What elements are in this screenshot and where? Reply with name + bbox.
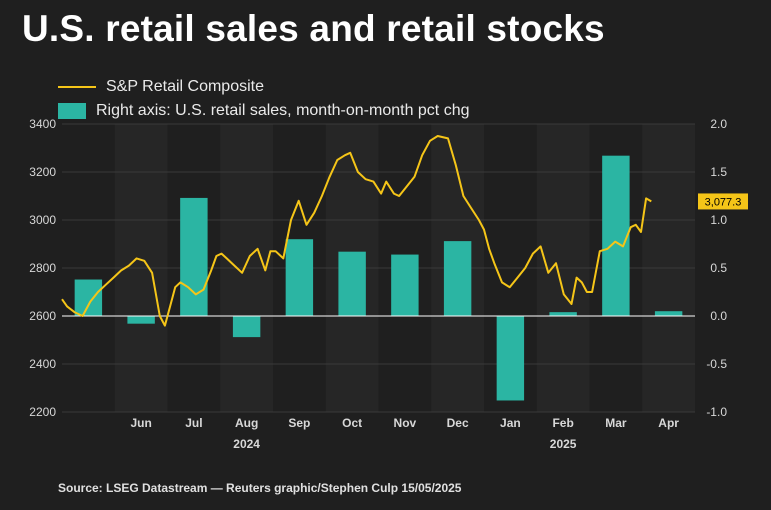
latest-value-label: 3,077.3 — [705, 196, 742, 208]
bar-oct — [338, 251, 366, 316]
x-tick-label: Aug — [235, 416, 258, 430]
bar-nov — [391, 254, 419, 316]
right-tick-label: 1.0 — [710, 213, 727, 227]
x-tick-label: Feb — [552, 416, 573, 430]
right-tick-label: 0.0 — [710, 309, 727, 323]
bar-feb — [549, 312, 577, 316]
right-tick-label: 0.5 — [710, 261, 727, 275]
right-tick-label: -1.0 — [706, 405, 727, 419]
x-tick-label: Jun — [130, 416, 151, 430]
x-tick-label: Jul — [185, 416, 202, 430]
legend-line-label: S&P Retail Composite — [106, 78, 264, 95]
right-tick-label: 1.5 — [710, 165, 727, 179]
legend: S&P Retail Composite Right axis: U.S. re… — [58, 76, 470, 122]
year-label: 2025 — [550, 437, 577, 451]
x-tick-label: Dec — [447, 416, 469, 430]
right-axis: -1.0 -0.5 0.0 0.5 1.0 1.5 2.0 — [706, 117, 727, 419]
chart-title: U.S. retail sales and retail stocks — [22, 8, 605, 49]
x-tick-label: Sep — [288, 416, 310, 430]
right-tick-label: -0.5 — [706, 357, 727, 371]
bar-dec — [443, 241, 472, 316]
source-note: Source: LSEG Datastream — Reuters graphi… — [58, 481, 462, 495]
latest-value-box — [698, 193, 748, 210]
left-axis: 2200 2400 2600 2800 3000 3200 3400 — [29, 117, 56, 419]
bar-aug — [232, 316, 261, 338]
bar-series — [74, 155, 683, 401]
right-tick-label: 2.0 — [710, 117, 727, 131]
bar-mar — [602, 155, 630, 316]
sp-retail-line — [61, 135, 652, 327]
bar-may — [74, 279, 103, 316]
x-tick-label: Jan — [500, 416, 521, 430]
legend-item-bar: Right axis: U.S. retail sales, month-on-… — [58, 100, 470, 122]
left-tick-label: 2200 — [29, 405, 56, 419]
x-tick-label: Mar — [605, 416, 627, 430]
legend-line-swatch — [58, 86, 96, 88]
left-tick-label: 2400 — [29, 357, 56, 371]
latest-value-callout: 3,077.3 — [698, 193, 748, 210]
bar-jan — [496, 316, 525, 401]
left-tick-label: 3000 — [29, 213, 56, 227]
x-tick-label: Oct — [342, 416, 362, 430]
legend-bar-label: Right axis: U.S. retail sales, month-on-… — [96, 102, 470, 119]
x-axis: Jun Jul Aug Sep Oct Nov Dec Jan Feb Mar Apr 2024 202… — [130, 416, 679, 451]
line-series — [61, 135, 652, 327]
bar-jun — [127, 316, 155, 324]
left-tick-label: 3200 — [29, 165, 56, 179]
left-tick-label: 2800 — [29, 261, 56, 275]
x-tick-label: Nov — [394, 416, 417, 430]
legend-item-line: S&P Retail Composite — [58, 76, 470, 98]
left-tick-label: 3400 — [29, 117, 56, 131]
bar-jul — [180, 197, 208, 316]
year-label: 2024 — [233, 437, 260, 451]
legend-bar-swatch — [58, 103, 86, 119]
bar-sep — [285, 239, 314, 316]
bar-apr — [654, 311, 683, 316]
x-tick-label: Apr — [658, 416, 679, 430]
left-tick-label: 2600 — [29, 309, 56, 323]
